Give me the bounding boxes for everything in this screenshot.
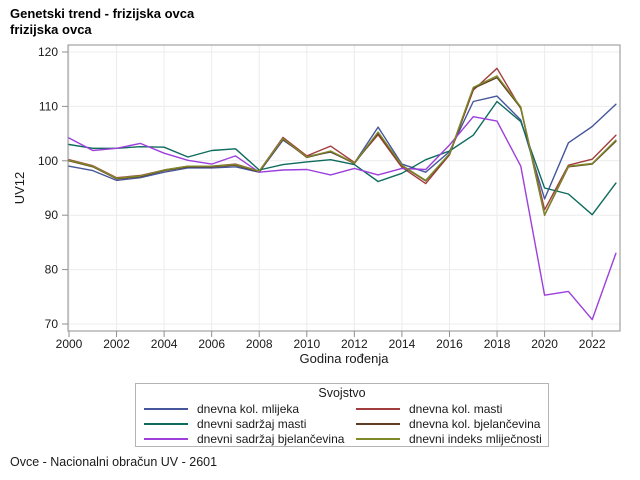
data-series [68,67,617,321]
x-tick-label: 2004 [151,337,178,351]
series-line-2 [68,67,617,211]
gridlines [68,45,620,331]
legend-line-swatch [144,422,188,425]
x-tick-label: 2012 [341,337,368,351]
chart-title-line1: Genetski trend - frizijska ovca [10,6,195,21]
legend-item-label: dnevna kol. masti [409,401,503,416]
axis-tick-labels: 2000 2002 2004 2006 2008 2010 2012 2014 2016 2018… [38,45,606,351]
x-tick-label: 2016 [436,337,463,351]
y-tick-label: 100 [38,154,58,168]
x-tick-label: 2018 [484,337,511,351]
legend-entries: dnevna kol. mlijeka dnevna kol. masti dnev… [136,400,548,448]
x-tick-label: 2022 [579,337,606,351]
legend-item-5: dnevni sadržaj bjelančevina [144,431,356,446]
chart-title: Genetski trend - frizijska ovca frizijsk… [10,6,194,38]
legend-line-swatch [144,437,188,440]
y-tick-label: 90 [45,208,59,222]
y-tick-label: 80 [45,263,59,277]
legend-item-label: dnevna kol. bjelančevina [409,416,541,431]
legend-item-2: dnevna kol. masti [356,401,542,416]
x-tick-label: 2006 [198,337,225,351]
chart-title-line2: frizijska ovca [10,22,92,37]
legend-line-swatch [144,407,188,410]
y-tick-label: 110 [39,99,58,113]
y-axis-title: UV12 [12,172,27,205]
x-tick-label: 2000 [56,337,83,351]
footnote: Ovce - Nacionalni obračun UV - 2601 [10,455,218,469]
legend-item-label: dnevni indeks mliječnosti [409,431,542,446]
legend-line-swatch [356,422,400,425]
legend-item-4: dnevna kol. bjelančevina [356,416,542,431]
axis-ticks [62,51,593,337]
legend-item-label: dnevni sadržaj masti [197,416,307,431]
legend-item-1: dnevna kol. mlijeka [144,401,356,416]
x-tick-label: 2002 [103,337,130,351]
legend-title: Svojstvo [318,386,366,400]
genetic-trend-line-chart: 2000 2002 2004 2006 2008 2010 2012 2014 2016 2018… [12,44,621,366]
legend-line-swatch [356,407,400,410]
series-line-3 [68,100,617,216]
legend: Svojstvo dnevna kol. mlijeka dnevna kol. … [135,383,549,447]
series-line-5 [68,115,617,321]
plot-frame [67,44,621,332]
legend-line-swatch [356,437,400,440]
x-tick-label: 2008 [246,337,273,351]
series-line-6 [68,75,617,216]
legend-item-3: dnevni sadržaj masti [144,416,356,431]
y-tick-label: 120 [38,45,58,59]
legend-item-label: dnevna kol. mlijeka [197,401,300,416]
legend-item-6: dnevni indeks mliječnosti [356,431,542,446]
y-tick-label: 70 [45,317,59,331]
x-tick-label: 2020 [531,337,558,351]
legend-item-label: dnevni sadržaj bjelančevina [197,431,345,446]
x-axis-title: Godina rođenja [300,351,390,366]
x-tick-label: 2014 [389,337,416,351]
x-tick-label: 2010 [293,337,320,351]
